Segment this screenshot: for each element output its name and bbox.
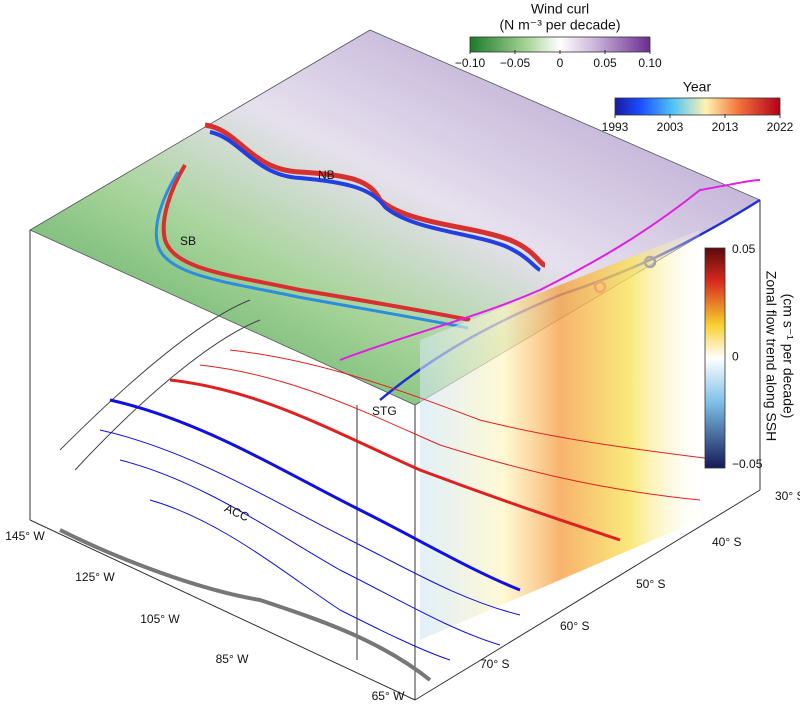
sb-front bbox=[161, 163, 471, 322]
sb-front-early bbox=[154, 171, 469, 330]
box-frame bbox=[29, 200, 761, 701]
year-title: Year bbox=[683, 79, 712, 95]
zonal-flow-title: Zonal flow trend along SSH bbox=[763, 271, 779, 441]
tick-label: −0.05 bbox=[732, 457, 763, 471]
tick-label: −0.10 bbox=[455, 56, 486, 70]
tick-label: 0.05 bbox=[593, 56, 617, 70]
longitude-label: 145° W bbox=[5, 529, 45, 543]
zonal-flow-curtain bbox=[420, 230, 700, 640]
stg-label: STG bbox=[372, 404, 397, 418]
zonal-flow-unit: (cm s⁻¹ per decade) bbox=[780, 294, 796, 419]
tick-label: 0 bbox=[732, 350, 739, 364]
latitude-axis: 30° S 40° S 50° S 60° S 70° S bbox=[480, 489, 800, 671]
acc-label: ACC bbox=[222, 501, 251, 525]
longitude-label: 65° W bbox=[372, 689, 405, 703]
tick-label: −0.05 bbox=[500, 56, 531, 70]
latitude-label: 30° S bbox=[775, 489, 800, 503]
wind-curl-unit: (N m⁻³ per decade) bbox=[500, 17, 621, 33]
nb-label: NB bbox=[318, 168, 335, 182]
longitude-label: 125° W bbox=[75, 570, 115, 584]
zonal-flow-colorbar bbox=[704, 247, 726, 469]
wind-curl-title: Wind curl bbox=[531, 1, 589, 17]
latitude-label: 50° S bbox=[636, 577, 665, 591]
wind-curl-colorbar bbox=[469, 36, 651, 53]
year-ticks: 1993 2003 2013 2022 bbox=[602, 114, 794, 134]
tick-label: 1993 bbox=[602, 120, 629, 134]
wind-curl-ticks: −0.10 −0.05 0 0.05 0.10 bbox=[455, 50, 662, 70]
longitude-axis: 145° W 125° W 105° W 85° W 65° W bbox=[5, 529, 405, 703]
zonal-flow-ticks: 0.05 0 −0.05 bbox=[732, 242, 763, 471]
lower-contours bbox=[59, 299, 721, 682]
longitude-label: 85° W bbox=[216, 652, 249, 666]
magenta-line bbox=[339, 179, 761, 361]
latitude-label: 40° S bbox=[712, 535, 741, 549]
longitude-label: 105° W bbox=[140, 612, 180, 626]
tick-label: 0.10 bbox=[638, 56, 662, 70]
tick-label: 2013 bbox=[712, 120, 739, 134]
tick-label: 0.05 bbox=[732, 242, 756, 256]
tick-label: 2022 bbox=[767, 120, 794, 134]
year-colorbar bbox=[614, 97, 781, 116]
sb-label: SB bbox=[180, 234, 196, 248]
tick-label: 0 bbox=[557, 56, 564, 70]
latitude-label: 60° S bbox=[560, 619, 589, 633]
latitude-label: 70° S bbox=[480, 657, 509, 671]
nb-front-early bbox=[209, 130, 542, 272]
tick-label: 2003 bbox=[657, 120, 684, 134]
